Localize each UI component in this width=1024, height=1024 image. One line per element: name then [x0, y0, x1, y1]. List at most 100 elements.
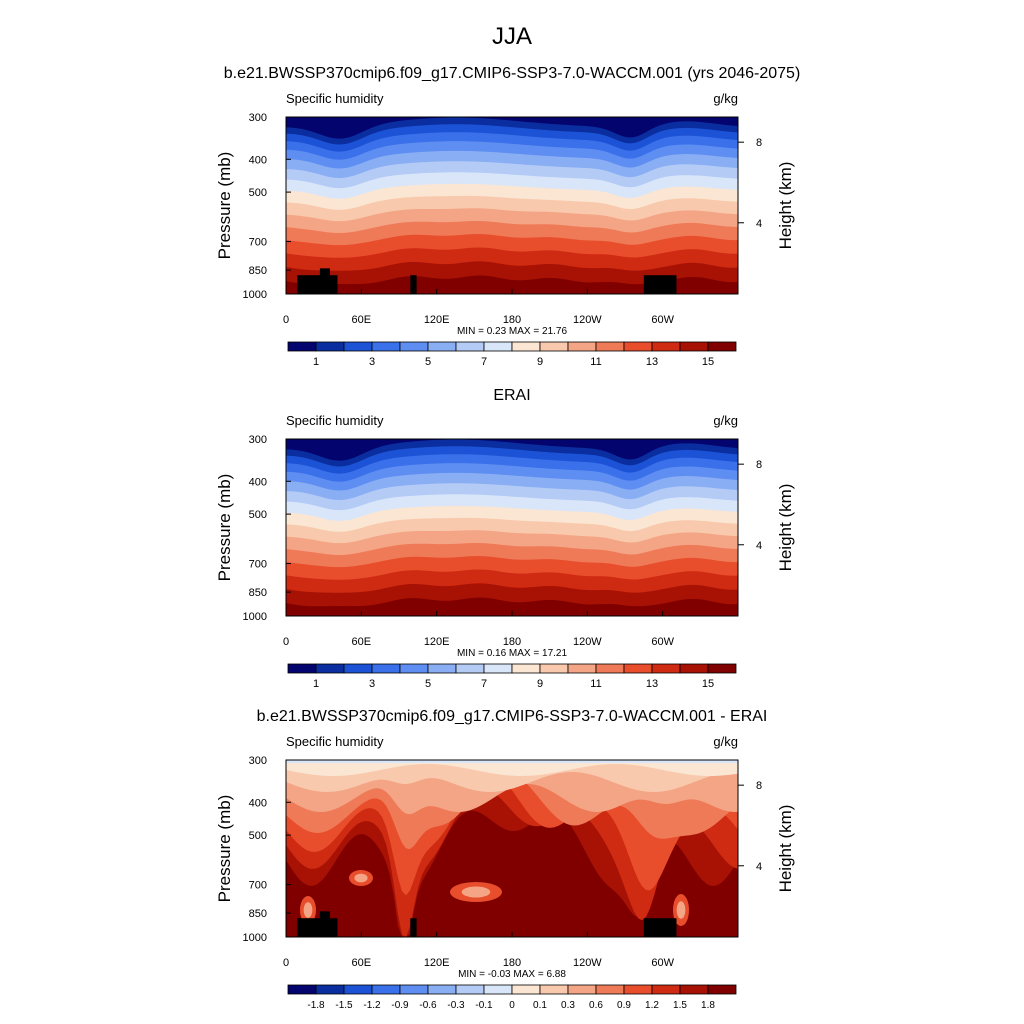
y-tick-label: 300	[249, 434, 267, 446]
x-tick-label: 180	[503, 636, 521, 648]
y-tick-label: 300	[249, 112, 267, 124]
right-tick-label: 4	[756, 218, 762, 230]
colorbar-swatch	[455, 341, 485, 352]
colorbar-label: 1.2	[645, 1000, 659, 1011]
topography-mask	[643, 275, 677, 294]
colorbar-label: -1.8	[307, 1000, 325, 1011]
panel-title: ERAI	[493, 387, 530, 404]
right-tick-label: 4	[756, 540, 762, 552]
x-tick-label: 120E	[424, 314, 450, 326]
colorbar-label: 3	[369, 678, 375, 690]
colorbar-swatch	[399, 984, 429, 995]
colorbar-label: 5	[425, 356, 431, 368]
right-tick-label: 8	[756, 780, 762, 792]
colorbar-swatch	[707, 663, 737, 674]
colorbar-swatch	[539, 984, 569, 995]
colorbar-swatch	[371, 984, 401, 995]
colorbar-label: 0.3	[561, 1000, 575, 1011]
colorbar-label: 9	[537, 356, 543, 368]
right-label: g/kg	[713, 91, 738, 106]
right-axis-label: Height (km)	[776, 805, 795, 893]
page-title: JJA	[492, 23, 532, 50]
topography-mask	[410, 275, 417, 294]
colorbar-swatch	[623, 663, 653, 674]
y-tick-label: 1000	[243, 932, 267, 944]
y-tick-label: 1000	[243, 289, 267, 301]
right-tick-label: 4	[756, 861, 762, 873]
y-tick-label: 1000	[243, 611, 267, 623]
topography-mask	[410, 918, 417, 937]
colorbar-label: -0.1	[475, 1000, 493, 1011]
colorbar-label: 1.8	[701, 1000, 715, 1011]
right-axis-label: Height (km)	[776, 162, 795, 250]
stats-label: MIN = 0.16 MAX = 17.21	[457, 648, 567, 659]
colorbar-swatch	[455, 984, 485, 995]
colorbar-label: 7	[481, 678, 487, 690]
contour-band	[286, 439, 738, 461]
colorbar-label: 11	[590, 678, 601, 690]
left-label: Specific humidity	[286, 91, 384, 106]
colorbar-label: 13	[646, 678, 658, 690]
chart-panel-1: b.e21.BWSSP370cmip6.f09_g17.CMIP6-SSP3-7…	[215, 65, 800, 368]
y-tick-label: 300	[249, 755, 267, 767]
colorbar-swatch	[287, 341, 317, 352]
x-tick-label: 0	[283, 314, 289, 326]
colorbar-swatch	[707, 984, 737, 995]
colorbar-swatch	[679, 663, 709, 674]
x-tick-label: 60W	[651, 957, 674, 969]
colorbar-swatch	[623, 341, 653, 352]
colorbar-swatch	[679, 341, 709, 352]
y-tick-label: 850	[249, 265, 267, 277]
colorbar-label: 1	[313, 356, 319, 368]
colorbar-swatch	[511, 341, 541, 352]
colorbar-swatch	[595, 984, 625, 995]
y-tick-label: 500	[249, 830, 267, 842]
colorbar-swatch	[483, 341, 513, 352]
y-axis-label: Pressure (mb)	[215, 152, 234, 260]
left-label: Specific humidity	[286, 734, 384, 749]
colorbar-label: 11	[590, 356, 601, 368]
colorbar-label: -0.9	[391, 1000, 409, 1011]
colorbar-swatch	[511, 663, 541, 674]
y-tick-label: 400	[249, 476, 267, 488]
colorbar-swatch	[455, 663, 485, 674]
topography-mask	[319, 911, 330, 937]
x-tick-label: 60E	[352, 957, 372, 969]
contour-band	[461, 886, 491, 898]
colorbar-swatch	[623, 984, 653, 995]
right-label: g/kg	[713, 413, 738, 428]
y-tick-label: 850	[249, 908, 267, 920]
x-tick-label: 120W	[573, 314, 602, 326]
y-axis-label: Pressure (mb)	[215, 474, 234, 582]
colorbar-swatch	[427, 663, 457, 674]
x-tick-label: 180	[503, 314, 521, 326]
colorbar-swatch	[287, 984, 317, 995]
colorbar-swatch	[651, 663, 681, 674]
colorbar-label: 5	[425, 678, 431, 690]
contour-band	[286, 760, 738, 776]
colorbar-label: 15	[702, 678, 714, 690]
colorbar-swatch	[343, 663, 373, 674]
colorbar-swatch	[315, 341, 345, 352]
y-tick-label: 700	[249, 559, 267, 571]
x-tick-label: 0	[283, 636, 289, 648]
colorbar-swatch	[567, 663, 597, 674]
colorbar-swatch	[679, 984, 709, 995]
heatmap-field	[286, 117, 738, 294]
colorbar-label: 0	[509, 1000, 515, 1011]
colorbar-swatch	[511, 984, 541, 995]
colorbar-label: 1	[313, 678, 319, 690]
colorbar-label: 15	[702, 356, 714, 368]
left-label: Specific humidity	[286, 413, 384, 428]
y-tick-label: 400	[249, 797, 267, 809]
right-tick-label: 8	[756, 137, 762, 149]
y-tick-label: 500	[249, 509, 267, 521]
y-tick-label: 500	[249, 187, 267, 199]
y-tick-label: 400	[249, 154, 267, 166]
colorbar-swatch	[595, 341, 625, 352]
colorbar-swatch	[539, 663, 569, 674]
x-tick-label: 60W	[651, 636, 674, 648]
panel-title: b.e21.BWSSP370cmip6.f09_g17.CMIP6-SSP3-7…	[257, 708, 768, 725]
